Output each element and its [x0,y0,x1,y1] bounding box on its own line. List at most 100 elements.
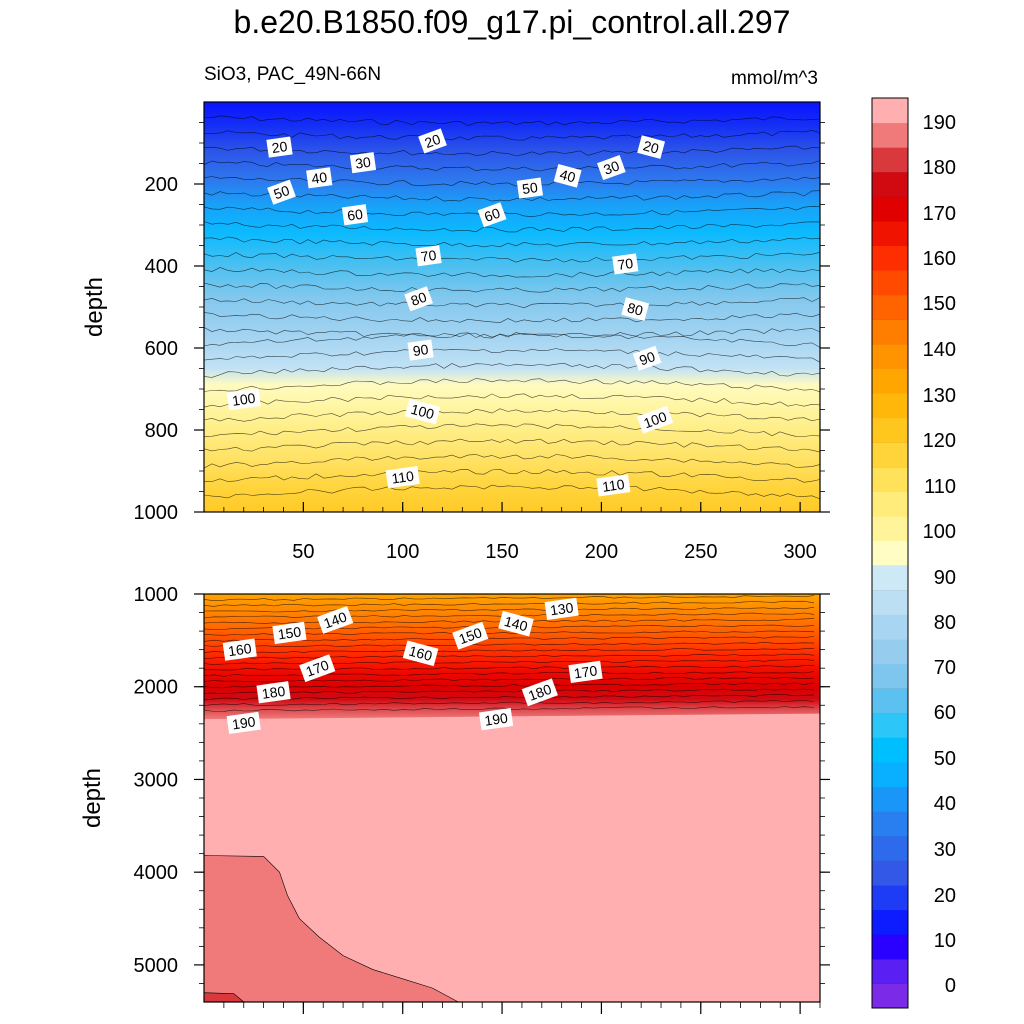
contour-label-bg [521,678,558,707]
chart-title: b.e20.B1850.f09_g17.pi_control.all.297 [233,4,791,40]
contour-label: 20 [637,135,666,159]
contour-line [203,648,815,654]
contour-label: 160 [402,640,439,667]
contour-label: 30 [597,155,626,181]
contour-label-bg [553,164,582,188]
contour-line [203,176,821,187]
contour-label-text: 90 [637,348,657,368]
contour-label-text: 150 [277,623,303,642]
contour-line [203,641,815,648]
y-tick-label: 200 [145,174,178,196]
contour-label-bg [404,398,441,425]
colorbar-label: 0 [945,975,956,997]
contour-label-text: 20 [642,137,661,157]
contour-label-text: 190 [231,713,257,732]
colorbar-swatch [872,417,908,443]
contour-label-text: 110 [391,468,416,487]
colorbar-swatch [872,983,908,1009]
contour-label: 80 [621,297,650,321]
contour-line [203,454,821,469]
contour-line [203,600,815,607]
contour-label-text: 60 [482,204,502,224]
contour-label-bg [637,135,666,159]
colorbar-swatch [872,885,908,911]
colorbar-swatch [872,294,908,320]
contour-line [203,408,821,422]
colorbar-label: 20 [934,885,956,907]
contour-label-text: 40 [310,169,328,187]
contour-label-bg [418,128,447,154]
contour-label-text: 30 [601,157,621,177]
contour-line [203,484,821,500]
colorbar-swatch [872,442,908,468]
contour-label-bg [226,711,261,735]
contour-label: 50 [516,177,544,199]
contour-line [203,160,821,172]
y-tick-label: 400 [145,256,178,278]
colorbar-swatch [872,220,908,247]
contour-label-text: 140 [503,613,530,635]
contour-line [203,636,815,642]
colorbar-swatch [872,762,908,788]
colorbar-label: 110 [924,476,956,498]
contour-label-bg [544,597,579,620]
y-tick-label: 600 [145,338,178,360]
contour-label: 100 [636,405,674,434]
contour-label-text: 180 [261,683,287,702]
contour-label-text: 70 [616,255,634,273]
contour-line [203,688,815,694]
colorbar-label: 140 [923,339,956,361]
contour-line [203,700,815,706]
contour-label: 60 [477,202,507,228]
colorbar-label: 80 [934,612,956,634]
contour-label-text: 140 [321,608,349,631]
colorbar-label: 70 [934,657,956,679]
contour-label-bg [498,610,534,637]
contour-label-bg [632,345,662,371]
contour-label: 160 [222,638,257,661]
contour-label-text: 70 [420,247,438,265]
colorbar-swatch [872,958,908,984]
contour-label-bg [222,638,257,661]
upper-y-axis-title: depth [81,277,108,337]
contour-label: 30 [349,152,377,174]
y-tick-label: 1000 [134,502,179,524]
contour-label: 140 [317,606,354,634]
y-tick-label: 4000 [134,862,179,884]
contour-label: 140 [498,610,534,637]
y-tick-label: 800 [145,420,178,442]
contour-label-bg [349,152,377,174]
colorbar-label: 100 [923,521,956,543]
contour-line [203,595,815,602]
contour-line [203,190,821,202]
contour-label: 20 [418,128,447,154]
contour-label-bg [256,681,291,704]
x-tick-label: 50 [292,541,314,563]
colorbar-swatch [872,368,908,394]
units-label: mmol/m^3 [730,68,818,89]
contour-line [203,115,821,126]
contour-label-text: 100 [231,390,257,409]
contour-label-text: 180 [526,681,554,704]
contour-label-bg [612,253,639,275]
colorbar-label: 40 [934,793,956,815]
contour-label-bg [317,606,354,634]
colorbar-swatch [872,860,908,886]
contour-label-text: 100 [641,408,669,431]
colorbar-swatch [872,343,908,370]
contour-line [203,145,821,157]
colorbar-label: 30 [934,839,956,861]
colorbar-swatch [872,171,908,197]
contour-label-text: 80 [409,289,429,309]
contour-label: 90 [407,339,434,361]
x-tick-label: 200 [585,541,618,563]
contour-label-text: 130 [549,599,575,618]
contour-label-text: 100 [409,401,436,423]
colorbar-swatch [872,540,908,566]
x-tick-label: 250 [684,541,717,563]
contour-label: 190 [226,711,261,735]
contour-label-text: 20 [271,138,289,156]
colorbar-label: 10 [934,930,956,952]
contour-line [203,236,821,248]
